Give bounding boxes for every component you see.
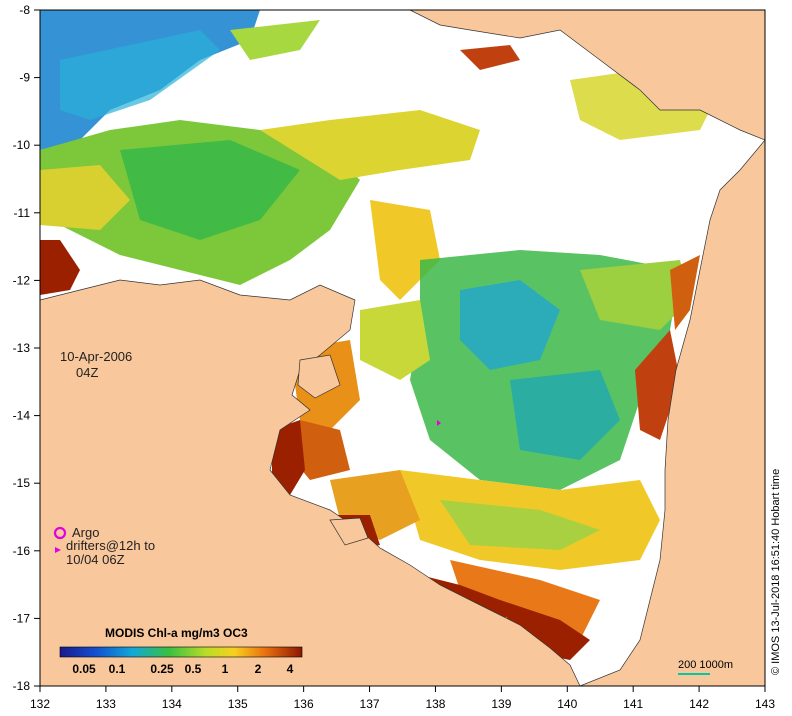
drifter-label-line1: drifters@12h to bbox=[66, 538, 155, 553]
argo-circle-icon bbox=[53, 526, 67, 540]
colorbar-label: 1 bbox=[222, 662, 229, 676]
lat-tick-label: -17 bbox=[13, 611, 31, 625]
lon-tick-label: 139 bbox=[491, 697, 511, 711]
lon-tick-label: 143 bbox=[755, 697, 775, 711]
lon-tick-label: 142 bbox=[689, 697, 709, 711]
drifter-arrow-icon bbox=[55, 547, 61, 553]
colorbar-gradient bbox=[59, 646, 303, 658]
colorbar-label: 0.1 bbox=[109, 662, 126, 676]
colorbar-label: 0.25 bbox=[150, 662, 174, 676]
time-label: 04Z bbox=[76, 365, 98, 380]
lon-tick-label: 135 bbox=[228, 697, 248, 711]
longitude-axis: 132 133 134 135 136 137 138 139 140 141 142 143 bbox=[30, 686, 775, 711]
lon-tick-label: 136 bbox=[294, 697, 314, 711]
lon-tick-label: 137 bbox=[360, 697, 380, 711]
lon-tick-label: 140 bbox=[557, 697, 577, 711]
chlorophyll-field bbox=[40, 10, 720, 650]
land-mask bbox=[40, 10, 765, 686]
credit-text: © IMOS 13-Jul-2018 16:51:40 Hobart time bbox=[770, 469, 782, 675]
drifter-label-line2: 10/04 06Z bbox=[66, 552, 125, 567]
lon-tick-label: 141 bbox=[623, 697, 643, 711]
argo-drifter-marker bbox=[437, 420, 441, 426]
lon-tick-label: 133 bbox=[96, 697, 116, 711]
lon-tick-label: 138 bbox=[425, 697, 445, 711]
colorbar-label: 0.5 bbox=[185, 662, 202, 676]
colorbar-title: MODIS Chl-a mg/m3 OC3 bbox=[105, 626, 248, 640]
lon-tick-label: 134 bbox=[162, 697, 182, 711]
argo-label: Argo bbox=[72, 525, 99, 540]
lat-tick-label: -18 bbox=[13, 679, 31, 693]
lat-tick-label: -12 bbox=[13, 273, 31, 287]
depth-scale-label: 200 1000m bbox=[678, 659, 733, 671]
argo-legend: Argo drifters@12h to 10/04 06Z bbox=[53, 525, 155, 567]
lat-tick-label: -10 bbox=[13, 138, 31, 152]
lat-tick-label: -11 bbox=[14, 206, 31, 220]
lat-tick-label: -15 bbox=[13, 476, 31, 490]
lat-tick-label: -8 bbox=[19, 3, 30, 17]
colorbar-label: 2 bbox=[255, 662, 262, 676]
date-label: 10-Apr-2006 bbox=[60, 349, 132, 364]
colorbar-label: 4 bbox=[287, 662, 294, 676]
colorbar: MODIS Chl-a mg/m3 OC3 0.05 0.1 0.25 0.5 1 2 4 bbox=[52, 622, 307, 676]
colorbar-label: 0.05 bbox=[72, 662, 96, 676]
lat-tick-label: -16 bbox=[13, 544, 31, 558]
lat-tick-label: -9 bbox=[19, 71, 30, 85]
lat-tick-label: -13 bbox=[13, 341, 31, 355]
map-plot-area bbox=[40, 10, 765, 686]
lon-tick-label: 132 bbox=[30, 697, 50, 711]
lat-tick-label: -14 bbox=[13, 409, 31, 423]
latitude-axis: -8 -9 -10 -11 -12 -13 -14 -15 -16 -17 -18 bbox=[13, 3, 40, 693]
